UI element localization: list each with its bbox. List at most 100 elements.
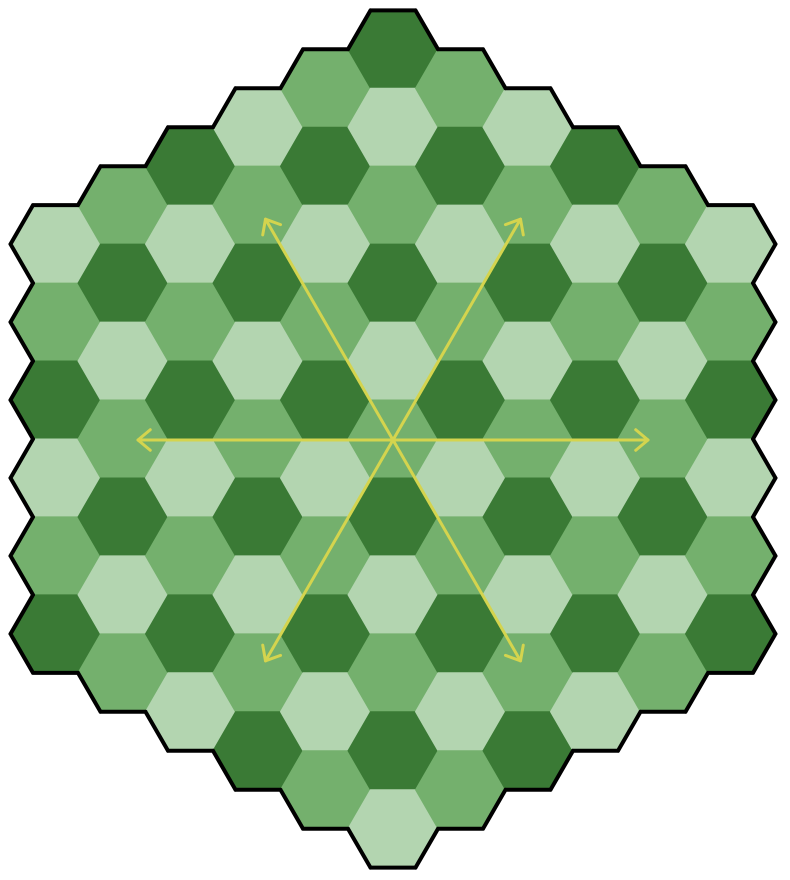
board-cell-medium[interactable] — [414, 750, 507, 830]
board-cell-medium[interactable] — [549, 516, 642, 596]
board-cell-medium[interactable] — [77, 633, 169, 713]
board-cell-light[interactable] — [549, 204, 642, 284]
board-cell-light[interactable] — [684, 438, 777, 518]
board-cell-light[interactable] — [549, 672, 642, 752]
board-cell-light[interactable] — [684, 204, 777, 284]
board-cell-medium[interactable] — [347, 633, 439, 713]
arrow-upper-right — [391, 217, 525, 442]
board-cell-light[interactable] — [347, 789, 439, 869]
board-cell-medium[interactable] — [212, 633, 304, 713]
board-cell-dark[interactable] — [617, 243, 709, 323]
board-outline — [8, 8, 778, 870]
board-cell-dark[interactable] — [414, 126, 507, 206]
board-cell-dark[interactable] — [9, 594, 102, 674]
board-cell-dark[interactable] — [279, 126, 372, 206]
board-cell-medium[interactable] — [617, 399, 709, 479]
board-cell-medium[interactable] — [9, 516, 102, 596]
board-cell-light[interactable] — [9, 204, 102, 284]
board-cell-dark[interactable] — [482, 711, 574, 791]
board-cell-medium[interactable] — [684, 516, 777, 596]
board-cell-dark[interactable] — [482, 243, 574, 323]
board-cell-medium[interactable] — [279, 48, 372, 128]
arrow-shaft — [391, 438, 522, 663]
board-cell-light[interactable] — [414, 204, 507, 284]
board-cell-dark[interactable] — [212, 243, 304, 323]
board-cell-light[interactable] — [414, 438, 507, 518]
board-cell-light[interactable] — [144, 204, 237, 284]
board-cell-medium[interactable] — [617, 633, 709, 713]
board-cell-medium[interactable] — [144, 516, 237, 596]
board-cell-medium[interactable] — [549, 282, 642, 362]
arrow-head — [261, 217, 283, 237]
board-cell-dark[interactable] — [684, 594, 777, 674]
board-cell-medium[interactable] — [279, 750, 372, 830]
board-cell-light[interactable] — [9, 438, 102, 518]
board-cell-dark[interactable] — [347, 711, 439, 791]
board-cell-dark[interactable] — [347, 9, 439, 89]
board-cell-dark[interactable] — [144, 594, 237, 674]
board-cell-dark[interactable] — [144, 126, 237, 206]
arrow-shaft — [391, 217, 522, 442]
board-cell-light[interactable] — [212, 321, 304, 401]
board-cell-dark[interactable] — [549, 594, 642, 674]
board-cell-light[interactable] — [482, 555, 574, 635]
board-cell-light[interactable] — [212, 87, 304, 167]
arrow-lower-right — [391, 438, 525, 663]
board-cell-dark[interactable] — [549, 126, 642, 206]
board-cell-medium[interactable] — [414, 48, 507, 128]
board-cell-medium[interactable] — [77, 399, 169, 479]
board-cell-dark[interactable] — [347, 477, 439, 557]
board-cell-light[interactable] — [617, 321, 709, 401]
board-cell-dark[interactable] — [414, 360, 507, 440]
board-cell-dark[interactable] — [212, 477, 304, 557]
board-cell-dark[interactable] — [617, 477, 709, 557]
board-cell-light[interactable] — [279, 204, 372, 284]
board-cell-light[interactable] — [482, 87, 574, 167]
board-cell-medium[interactable] — [347, 165, 439, 245]
board-cell-light[interactable] — [144, 438, 237, 518]
board-cell-light[interactable] — [212, 555, 304, 635]
board-cell-light[interactable] — [77, 321, 169, 401]
arrow-head — [261, 643, 283, 663]
board-cell-dark[interactable] — [77, 243, 169, 323]
board-cell-light[interactable] — [144, 672, 237, 752]
board-cell-dark[interactable] — [77, 477, 169, 557]
arrow-lower-left — [261, 438, 395, 663]
board-cell-light[interactable] — [549, 438, 642, 518]
board-cell-dark[interactable] — [144, 360, 237, 440]
board-cell-medium[interactable] — [9, 282, 102, 362]
movement-arrows — [136, 217, 650, 663]
arrow-left — [136, 428, 395, 452]
board-cell-medium[interactable] — [77, 165, 169, 245]
board-cell-light[interactable] — [617, 555, 709, 635]
board-cell-dark[interactable] — [684, 360, 777, 440]
arrow-shaft — [264, 217, 395, 442]
board-cell-light[interactable] — [279, 672, 372, 752]
arrow-right — [391, 428, 650, 452]
board-cell-dark[interactable] — [414, 594, 507, 674]
board-cell-medium[interactable] — [144, 282, 237, 362]
board-cell-medium[interactable] — [617, 165, 709, 245]
board-cell-dark[interactable] — [212, 711, 304, 791]
board-cell-light[interactable] — [347, 321, 439, 401]
board-cell-dark[interactable] — [482, 477, 574, 557]
board-cell-medium[interactable] — [482, 633, 574, 713]
board-cell-dark[interactable] — [279, 594, 372, 674]
board-cell-dark[interactable] — [347, 243, 439, 323]
board-cell-light[interactable] — [482, 321, 574, 401]
board-cell-light[interactable] — [77, 555, 169, 635]
arrow-upper-left — [261, 217, 395, 442]
board-cell-dark[interactable] — [549, 360, 642, 440]
board-cell-dark[interactable] — [9, 360, 102, 440]
board-cell-light[interactable] — [347, 87, 439, 167]
cells-layer — [9, 9, 777, 869]
arrow-head — [136, 428, 152, 452]
board-cell-medium[interactable] — [684, 282, 777, 362]
arrow-head — [503, 643, 525, 663]
board-cell-dark[interactable] — [279, 360, 372, 440]
board-cell-light[interactable] — [347, 555, 439, 635]
board-cell-light[interactable] — [279, 438, 372, 518]
board-cell-light[interactable] — [414, 672, 507, 752]
